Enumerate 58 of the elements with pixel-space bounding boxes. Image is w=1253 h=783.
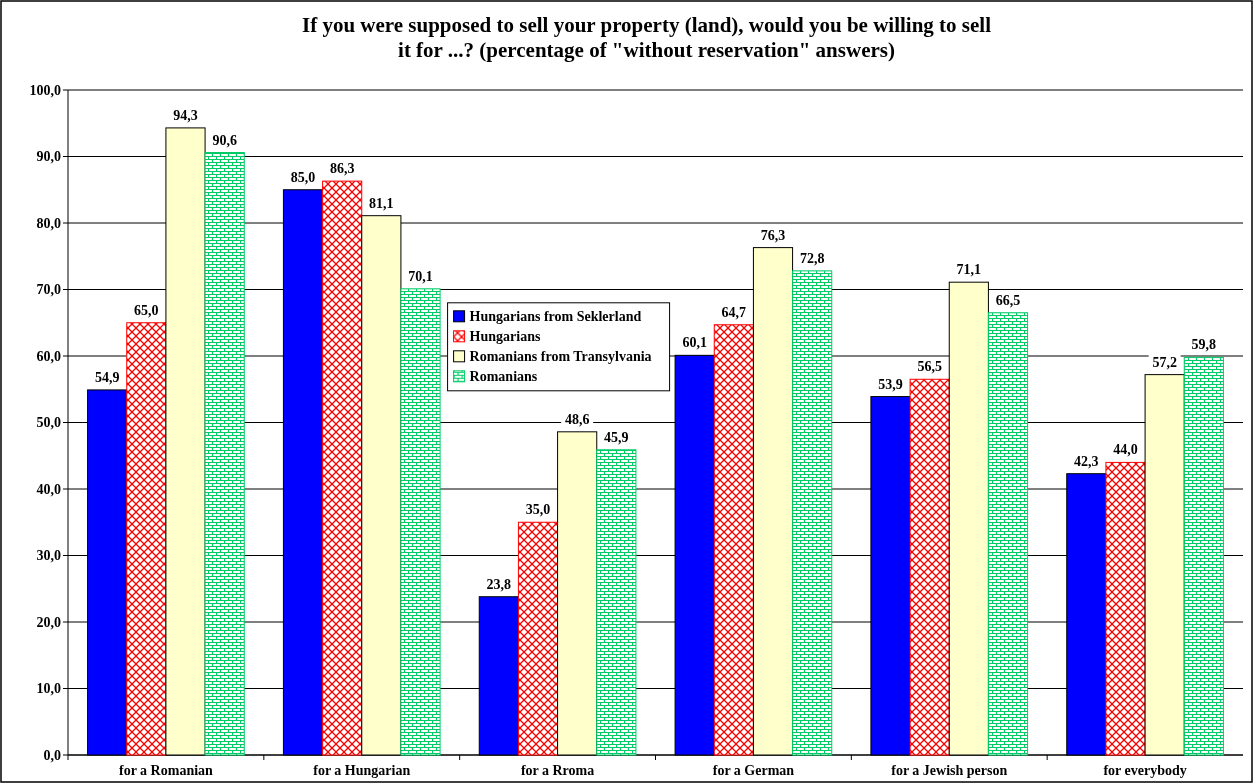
data-label: 81,1 (369, 195, 394, 211)
y-tick-label: 20,0 (36, 614, 61, 630)
bar (713, 324, 754, 756)
data-label: 45,9 (604, 429, 629, 445)
y-tick-label: 80,0 (36, 215, 61, 231)
y-tick-label: 10,0 (36, 681, 61, 697)
y-tick-label: 50,0 (36, 415, 61, 431)
data-label: 59,8 (1191, 337, 1217, 353)
y-tick-label: 70,0 (36, 282, 61, 298)
bar (987, 312, 1029, 756)
data-label: 44,0 (1113, 442, 1138, 458)
data-label: 53,9 (878, 376, 903, 392)
data-label: 48,6 (564, 411, 590, 427)
data-label: 86,3 (329, 161, 355, 177)
data-label: 35,0 (525, 502, 551, 518)
data-label: 85,0 (290, 169, 316, 185)
y-tick-label: 0,0 (43, 747, 61, 763)
y-tick-label: 30,0 (36, 548, 61, 564)
bar (204, 152, 245, 756)
data-label: 64,7 (721, 304, 747, 320)
data-label: 76,3 (760, 227, 786, 243)
data-label: 54,9 (94, 369, 120, 385)
data-label: 71,1 (956, 262, 982, 278)
data-label: 90,6 (212, 132, 237, 148)
data-label: 72,8 (799, 250, 825, 266)
legend-label: Romanians from Transylvania (469, 348, 652, 364)
x-tick-label: for everybody (1103, 763, 1187, 778)
data-label: 56,5 (917, 359, 942, 375)
x-tick-label: for a Jewish person (891, 763, 1008, 778)
bar (792, 270, 833, 756)
legend-label: Hungarians from Seklerland (469, 308, 642, 324)
data-label: 94,3 (173, 107, 198, 123)
bar (909, 378, 950, 756)
bar (400, 288, 441, 756)
chart-title: If you were supposed to sell your property (land), would you be willing to sell it for ...? (percentage of "without reservation" answers) (302, 13, 992, 62)
data-label: 60,1 (682, 335, 707, 351)
x-tick-label: for a German (712, 763, 795, 778)
data-label: 66,5 (995, 292, 1021, 308)
bar (517, 521, 559, 756)
bar (1105, 461, 1146, 756)
legend-label: Romanians (469, 368, 538, 384)
data-label: 57,2 (1152, 354, 1177, 370)
bar (126, 322, 167, 756)
y-tick-label: 60,0 (36, 348, 61, 364)
x-tick-label: for a Romanian (118, 763, 214, 778)
data-label: 65,0 (134, 302, 159, 318)
y-tick-label: 100,0 (29, 82, 61, 98)
legend-label: Hungarians (469, 328, 541, 344)
data-label: 42,3 (1074, 453, 1099, 469)
data-label: 23,8 (486, 576, 512, 592)
x-tick-label: for a Rroma (520, 763, 595, 778)
bar (596, 449, 637, 756)
y-tick-label: 40,0 (36, 481, 61, 497)
bar (1183, 356, 1224, 756)
data-label: 70,1 (408, 268, 433, 284)
bar (322, 180, 363, 756)
x-tick-label: for a Hungarian (313, 763, 411, 778)
y-tick-label: 90,0 (36, 149, 61, 165)
